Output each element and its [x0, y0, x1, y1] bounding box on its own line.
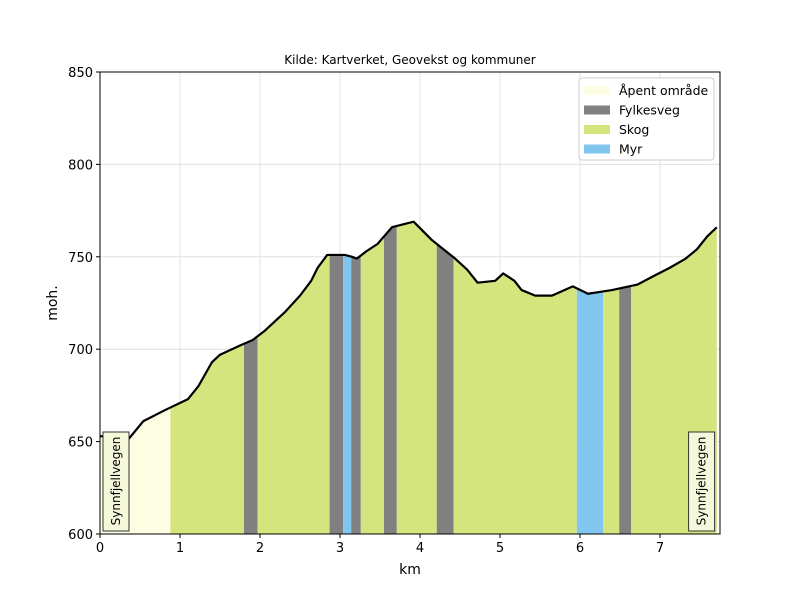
x-tick-label: 1	[176, 541, 184, 556]
segment-fylkesveg	[384, 221, 397, 534]
legend-label: Skog	[619, 122, 649, 137]
y-tick-label: 700	[68, 343, 93, 358]
segment-skog	[170, 221, 244, 534]
segment-skog	[360, 221, 384, 534]
legend-label: Åpent område	[619, 83, 709, 98]
legend-label: Fylkesveg	[619, 103, 680, 118]
legend-swatch	[584, 125, 610, 134]
x-tick-label: 7	[656, 541, 664, 556]
x-axis-label: km	[399, 562, 421, 578]
y-tick-label: 850	[68, 66, 93, 81]
segment-myr	[343, 221, 352, 534]
segment-fylkesveg	[351, 221, 361, 534]
y-axis-label: moh.	[45, 285, 61, 321]
road-label-box	[688, 431, 716, 532]
legend-label: Myr	[619, 142, 643, 157]
road-label-box	[102, 431, 130, 532]
segment-fylkesveg	[619, 221, 632, 534]
chart-title: Kilde: Kartverket, Geovekst og kommuner	[284, 53, 536, 67]
y-tick-label: 650	[68, 436, 93, 451]
segment-skog	[603, 221, 620, 534]
x-tick-label: 3	[336, 541, 344, 556]
x-tick-label: 6	[576, 541, 584, 556]
road-label: Synnfjellvegen	[109, 437, 123, 526]
road-label: Synnfjellvegen	[695, 437, 709, 526]
plot-frame	[99, 71, 721, 535]
segment-skog	[396, 221, 437, 534]
y-tick-label: 800	[68, 158, 93, 173]
legend-swatch	[584, 144, 610, 154]
legend: Åpent område Fylkesveg Skog Myr	[578, 77, 715, 161]
x-tick-label: 4	[416, 541, 424, 556]
y-tick-label: 750	[68, 251, 93, 266]
segment-fylkesveg	[244, 221, 258, 534]
segment-skog	[453, 221, 577, 534]
segment-fylkesveg	[436, 221, 454, 534]
x-tick-label: 0	[96, 541, 104, 556]
x-tick-label: 2	[256, 541, 264, 556]
x-tick-label: 5	[496, 541, 504, 556]
legend-swatch	[584, 105, 610, 115]
elevation-line	[99, 220, 718, 441]
segment-fylkesveg	[329, 221, 344, 534]
y-tick-label: 600	[68, 528, 93, 543]
legend-frame	[578, 77, 715, 161]
legend-swatch	[584, 86, 610, 95]
